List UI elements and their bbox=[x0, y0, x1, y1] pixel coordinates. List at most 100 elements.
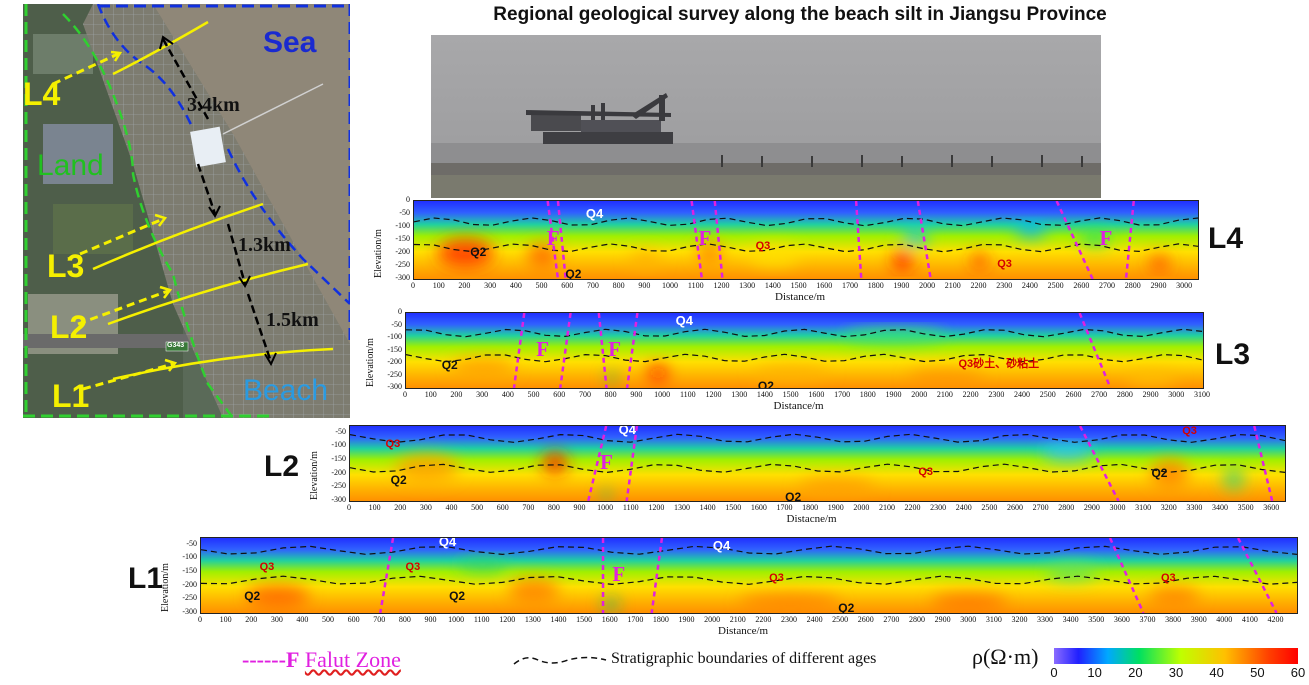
x-tick-label: 400 bbox=[445, 503, 458, 512]
fault-line bbox=[916, 201, 932, 279]
x-tick-label: 1400 bbox=[764, 281, 781, 290]
x-tick-label: 200 bbox=[245, 615, 258, 624]
x-axis-label: Distacne/m bbox=[786, 513, 837, 525]
legend-strat-text: Stratigraphic boundaries of different ag… bbox=[611, 650, 877, 667]
legend-fault-symbol: F bbox=[285, 647, 300, 672]
x-tick-label: 1100 bbox=[473, 615, 490, 624]
x-tick-label: 1300 bbox=[524, 615, 541, 624]
y-tick-label: -100 bbox=[331, 440, 346, 450]
x-tick-label: 1600 bbox=[601, 615, 618, 624]
fault-line bbox=[379, 538, 395, 613]
stratigraphic-boundary bbox=[406, 353, 1203, 363]
stratum-label: Q3 bbox=[769, 572, 784, 585]
x-tick-label: 700 bbox=[586, 281, 599, 290]
x-tick-label: 900 bbox=[573, 503, 586, 512]
x-tick-label: 600 bbox=[553, 390, 566, 399]
x-tick-label: 1900 bbox=[893, 281, 910, 290]
stratigraphic-boundary bbox=[414, 217, 1198, 227]
x-tick-label: 1500 bbox=[790, 281, 807, 290]
x-tick-label: 3900 bbox=[1190, 615, 1207, 624]
colorbar-tick: 30 bbox=[1168, 665, 1184, 680]
x-tick-label: 600 bbox=[496, 503, 509, 512]
x-tick-label: 0 bbox=[411, 281, 415, 290]
fault-line bbox=[690, 201, 704, 279]
stratigraphic-boundary bbox=[414, 243, 1198, 253]
x-tick-label: 600 bbox=[347, 615, 360, 624]
x-tick-label: 2000 bbox=[911, 390, 928, 399]
stratigraphic-boundary bbox=[406, 328, 1203, 338]
x-tick-label: 3300 bbox=[1186, 503, 1203, 512]
x-tick-label: 2800 bbox=[1124, 281, 1141, 290]
x-tick-label: 1400 bbox=[699, 503, 716, 512]
x-axis-label: Distance/m bbox=[718, 625, 769, 637]
x-tick-label: 3600 bbox=[1263, 503, 1280, 512]
fault-label: F bbox=[536, 336, 550, 361]
stratum-label: Q3 bbox=[385, 438, 401, 451]
resistivity-anomaly bbox=[1223, 468, 1245, 491]
x-tick-label: 1500 bbox=[576, 615, 593, 624]
stratum-label: Q4 bbox=[585, 206, 604, 221]
x-tick-label: 1800 bbox=[867, 281, 884, 290]
x-tick-label: 500 bbox=[527, 390, 540, 399]
resistivity-anomaly bbox=[603, 598, 619, 612]
x-tick-label: 2200 bbox=[962, 390, 979, 399]
x-tick-label: 2900 bbox=[1142, 390, 1159, 399]
y-tick-label: -100 bbox=[395, 221, 410, 230]
x-tick-label: 300 bbox=[270, 615, 283, 624]
y-tick-label: 0 bbox=[398, 307, 402, 316]
y-tick-label: -300 bbox=[387, 382, 402, 391]
x-tick-label: 3400 bbox=[1211, 503, 1228, 512]
fault-line bbox=[625, 313, 639, 388]
x-tick-label: 4000 bbox=[1216, 615, 1233, 624]
fault-line bbox=[650, 538, 664, 613]
x-tick-label: 1300 bbox=[731, 390, 748, 399]
colorbar-tick: 50 bbox=[1250, 665, 1265, 680]
resistivity-anomaly bbox=[542, 451, 568, 474]
x-tick-label: 400 bbox=[501, 390, 514, 399]
x-tick-label: 1400 bbox=[550, 615, 567, 624]
stratum-label: Q2 bbox=[441, 357, 458, 372]
resistivity-anomaly bbox=[843, 328, 946, 343]
resistivity-anomaly bbox=[527, 243, 558, 268]
x-tick-label: 600 bbox=[561, 281, 574, 290]
x-tick-label: 2400 bbox=[806, 615, 823, 624]
fault-label: F bbox=[600, 449, 613, 474]
x-tick-label: 1700 bbox=[834, 390, 851, 399]
x-tick-label: 1000 bbox=[448, 615, 465, 624]
x-tick-label: 100 bbox=[368, 503, 381, 512]
stratum-label: Q2 bbox=[838, 600, 855, 614]
y-tick-label: -100 bbox=[387, 332, 402, 341]
x-tick-label: 0 bbox=[403, 390, 407, 399]
x-tick-label: 2300 bbox=[780, 615, 797, 624]
stratum-label: Q2 bbox=[1151, 465, 1168, 480]
x-tick-label: 3300 bbox=[1037, 615, 1054, 624]
y-tick-label: -250 bbox=[387, 369, 402, 379]
x-tick-label: 3100 bbox=[985, 615, 1002, 624]
resistivity-anomaly bbox=[892, 250, 913, 272]
x-tick-label: 2400 bbox=[955, 503, 972, 512]
map-distance-1: 3.4km bbox=[187, 94, 240, 116]
legend-fault-dash: ------ bbox=[242, 647, 286, 672]
resistivity-anomaly bbox=[450, 358, 516, 378]
x-tick-label: 2600 bbox=[857, 615, 874, 624]
y-tick-label: -300 bbox=[395, 273, 410, 282]
stratum-label: Q3 bbox=[755, 239, 771, 252]
x-tick-label: 3500 bbox=[1237, 503, 1254, 512]
x-tick-label: 1900 bbox=[827, 503, 844, 512]
stratigraphic-boundary bbox=[350, 433, 1285, 443]
y-tick-label: -200 bbox=[395, 247, 410, 256]
x-tick-label: 3000 bbox=[1109, 503, 1126, 512]
legend-fault-zone: ------F Falut Zone bbox=[242, 647, 401, 673]
resistivity-field bbox=[414, 201, 1198, 279]
map-label-sea: Sea bbox=[263, 26, 317, 59]
x-tick-label: 2200 bbox=[755, 615, 772, 624]
y-axis-label: Elevation/m bbox=[309, 451, 320, 500]
fault-line bbox=[512, 313, 526, 388]
x-tick-label: 2100 bbox=[936, 390, 953, 399]
fault-label: F bbox=[1099, 226, 1113, 250]
x-tick-label: 800 bbox=[547, 503, 560, 512]
resistivity-anomaly bbox=[1041, 443, 1093, 461]
x-tick-label: 0 bbox=[198, 615, 202, 624]
x-tick-label: 700 bbox=[522, 503, 535, 512]
x-tick-label: 1700 bbox=[841, 281, 858, 290]
